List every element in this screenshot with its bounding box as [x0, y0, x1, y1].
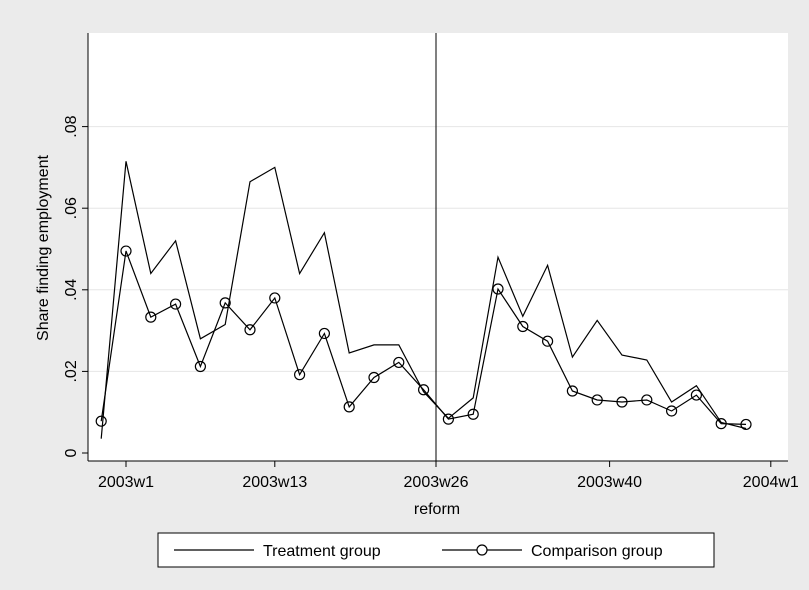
y-tick-label: .02 — [63, 360, 80, 382]
data-point — [294, 369, 306, 381]
legend-label-treatment: Treatment group — [263, 543, 381, 560]
y-tick-label: 0 — [63, 448, 80, 457]
data-point — [566, 385, 579, 397]
data-point — [269, 292, 281, 304]
data-point — [219, 297, 231, 309]
data-point — [170, 298, 182, 310]
axes: 0 .02 .04 .06 .08 2003w1 2003w13 2003w26 2003w40… — [63, 33, 799, 491]
x-tick-label: 2004w1 — [743, 474, 799, 491]
data-point — [145, 311, 157, 323]
series-line-treatment — [100, 161, 747, 439]
data-point — [194, 360, 206, 373]
x-tick-label: 2003w26 — [404, 474, 469, 491]
data-point — [393, 356, 405, 369]
data-point — [418, 384, 430, 396]
data-point — [442, 413, 454, 425]
series-line-comparison — [100, 250, 747, 425]
data-point — [641, 394, 653, 406]
legend: Treatment group Comparison group — [157, 532, 715, 568]
data-point — [467, 408, 479, 420]
data-point — [517, 320, 529, 333]
data-point — [616, 396, 628, 408]
data-point — [715, 418, 727, 430]
y-axis-title: Share finding employment — [35, 155, 52, 341]
data-point — [541, 335, 554, 347]
data-point — [665, 405, 678, 417]
series-layer — [95, 161, 752, 439]
x-tick-label: 2003w1 — [98, 474, 154, 491]
y-tick-label: .08 — [63, 115, 80, 137]
data-point — [591, 394, 603, 406]
data-point — [343, 401, 355, 413]
plot-area — [88, 33, 788, 461]
x-tick-label: 2003w40 — [577, 474, 642, 491]
legend-marker-comparison — [476, 544, 488, 556]
x-tick-label: 2003w13 — [242, 474, 307, 491]
data-point — [244, 324, 256, 336]
data-point — [368, 371, 380, 384]
data-point — [492, 283, 504, 295]
y-tick-label: .04 — [63, 279, 80, 301]
data-point — [120, 245, 132, 257]
legend-label-comparison: Comparison group — [531, 543, 663, 560]
gridlines — [88, 126, 788, 372]
data-point — [318, 327, 330, 340]
x-axis-title: reform — [414, 501, 460, 518]
y-tick-label: .06 — [63, 197, 80, 219]
data-point — [690, 389, 703, 401]
data-point — [95, 415, 107, 427]
data-point — [740, 418, 752, 431]
